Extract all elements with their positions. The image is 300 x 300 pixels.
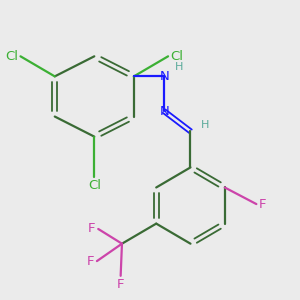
Text: F: F	[259, 198, 266, 211]
Text: N: N	[159, 70, 169, 83]
Text: N: N	[159, 105, 169, 118]
Text: Cl: Cl	[171, 50, 184, 63]
Text: Cl: Cl	[5, 50, 18, 63]
Text: H: H	[201, 120, 209, 130]
Text: H: H	[174, 62, 183, 72]
Text: F: F	[88, 223, 96, 236]
Text: F: F	[117, 278, 124, 292]
Text: F: F	[87, 255, 94, 268]
Text: Cl: Cl	[88, 179, 101, 192]
